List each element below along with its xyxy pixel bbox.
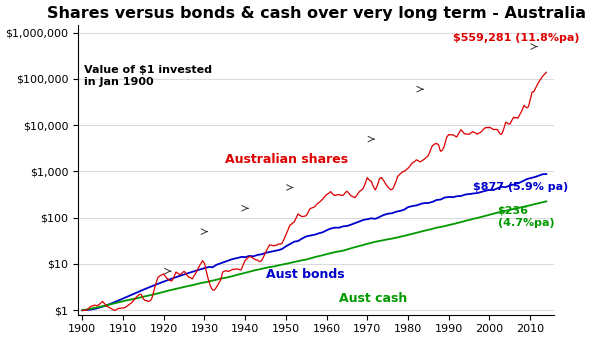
- Text: Value of $1 invested
in Jan 1900: Value of $1 invested in Jan 1900: [84, 65, 213, 87]
- Text: $877 (5.9% pa): $877 (5.9% pa): [473, 183, 568, 192]
- Text: Aust bonds: Aust bonds: [266, 268, 344, 281]
- Text: $236
(4.7%pa): $236 (4.7%pa): [498, 206, 554, 227]
- Text: Australian shares: Australian shares: [225, 153, 348, 166]
- Title: Shares versus bonds & cash over very long term - Australia: Shares versus bonds & cash over very lon…: [47, 5, 586, 20]
- Text: Aust cash: Aust cash: [339, 292, 407, 305]
- Text: $559,281 (11.8%pa): $559,281 (11.8%pa): [453, 33, 579, 44]
